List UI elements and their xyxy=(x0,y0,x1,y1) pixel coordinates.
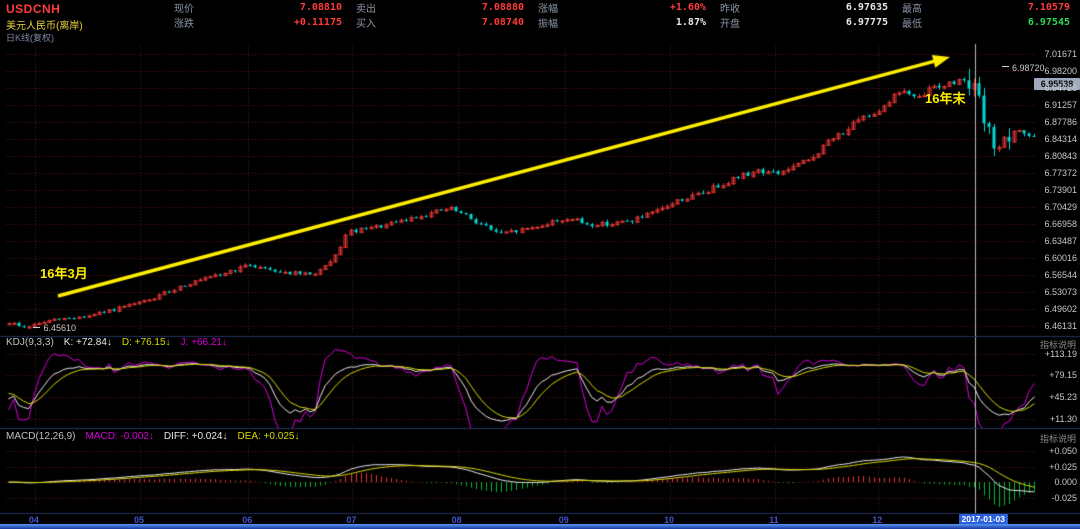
quote-label: 最高 xyxy=(902,4,922,15)
chart-period-label: 日K线(复权) xyxy=(6,33,54,43)
instrument-symbol: USDCNH xyxy=(6,2,61,16)
quote-label: 买入 xyxy=(356,19,376,30)
quote-label: 涨幅 xyxy=(538,4,558,15)
quote-value: 7.10579 xyxy=(1027,2,1070,13)
quote-label: 涨跌 xyxy=(174,19,194,30)
quote-value: +0.11175 xyxy=(293,17,342,28)
quote-label: 振幅 xyxy=(538,19,558,30)
quote-header: USDCNH 美元人民币(离岸) 现价 7.08810 卖出 7.08880 涨幅 +… xyxy=(0,0,1080,32)
quote-value: 1.87% xyxy=(675,17,706,28)
macd-help-link[interactable]: 指标说明 xyxy=(1039,434,1076,444)
instrument-name: 美元人民币(离岸) xyxy=(6,21,83,32)
quote-value: 7.08810 xyxy=(299,2,342,13)
quote-high: 最高 7.10579 xyxy=(898,0,1080,15)
quote-row-2: 涨跌 +0.11175 买入 7.08740 振幅 1.87% 开盘 6.97775 最… xyxy=(170,15,1080,30)
quote-label: 昨收 xyxy=(720,4,740,15)
quote-value: +1.60% xyxy=(669,2,706,13)
quote-grid: 现价 7.08810 卖出 7.08880 涨幅 +1.60% 昨收 6.97635 最… xyxy=(170,0,1080,30)
quote-last-price: 现价 7.08810 xyxy=(170,0,352,15)
quote-value: 6.97545 xyxy=(1027,17,1070,28)
kdj-help-link[interactable]: 指标说明 xyxy=(1039,340,1076,350)
quote-open: 开盘 6.97775 xyxy=(716,15,898,30)
quote-value: 7.08880 xyxy=(481,2,524,13)
quote-value: 6.97635 xyxy=(845,2,888,13)
quote-label: 开盘 xyxy=(720,19,740,30)
quote-value: 7.08740 xyxy=(481,17,524,28)
quote-label: 现价 xyxy=(174,4,194,15)
quote-amplitude: 振幅 1.87% xyxy=(534,15,716,30)
quote-row-1: 现价 7.08810 卖出 7.08880 涨幅 +1.60% 昨收 6.97635 最… xyxy=(170,0,1080,15)
quote-value: 6.97775 xyxy=(845,17,888,28)
quote-prev-close: 昨收 6.97635 xyxy=(716,0,898,15)
quote-change: 涨跌 +0.11175 xyxy=(170,15,352,30)
quote-change-percent: 涨幅 +1.60% xyxy=(534,0,716,15)
quote-label: 最低 xyxy=(902,19,922,30)
quote-bid: 买入 7.08740 xyxy=(352,15,534,30)
quote-label: 卖出 xyxy=(356,4,376,15)
horizontal-scrollbar[interactable] xyxy=(0,524,1080,529)
quote-low: 最低 6.97545 xyxy=(898,15,1080,30)
instrument-block: USDCNH 美元人民币(离岸) xyxy=(0,0,170,32)
quote-ask: 卖出 7.08880 xyxy=(352,0,534,15)
